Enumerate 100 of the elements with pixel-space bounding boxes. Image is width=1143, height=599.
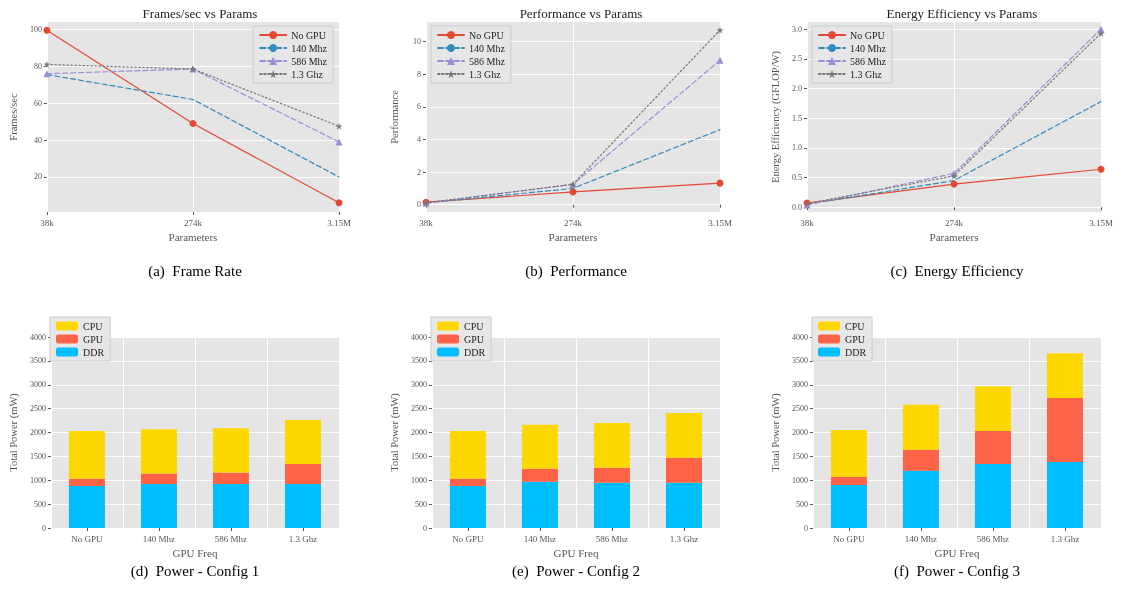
y-tick-label: 20 — [33, 172, 42, 182]
y-tick-label: 40 — [33, 135, 42, 145]
text: (a) Frame Rate — [148, 262, 243, 280]
legend-label: GPU — [464, 333, 485, 345]
x-tick-label: 586 Mhz — [976, 533, 1010, 544]
y-tick-label: 0 — [417, 200, 421, 210]
y-tick-label: 8 — [417, 69, 421, 79]
text: (c) Energy Efficiency — [890, 262, 1025, 280]
x-tick-label: No GPU — [452, 533, 485, 544]
legend-label: GPU — [83, 333, 104, 345]
x-axis-title: Parameters — [168, 231, 218, 244]
x-tick-label: 586 Mhz — [595, 533, 629, 544]
x-tick-label: 274k — [945, 217, 964, 228]
x-tick-label: No GPU — [71, 533, 104, 544]
x-tick-label: 274k — [183, 217, 203, 228]
y-tick-label: 100 — [29, 24, 42, 34]
x-tick-label: 38k — [419, 217, 434, 228]
legend-label: 140 Mhz — [850, 42, 887, 54]
y-tick-label: 0.0 — [792, 202, 802, 212]
y-tick-label: 4000 — [410, 332, 427, 342]
y-tick-label: 2500 — [29, 404, 46, 414]
y-tick-label: 3500 — [29, 356, 46, 366]
y-tick-label: 2000 — [410, 428, 427, 437]
legend-label: DDR — [464, 346, 486, 358]
x-axis-title: Parameters — [548, 231, 598, 244]
chart-title: Frames/sec vs Params — [142, 6, 258, 21]
y-axis-title: Total Power (mW) — [389, 392, 401, 472]
legend-label: 140 Mhz — [469, 42, 506, 54]
legend-label: 1.3 Ghz — [850, 68, 883, 80]
y-tick-label: 1000 — [29, 475, 46, 485]
legend-label: DDR — [83, 346, 105, 358]
y-tick-label: 500 — [414, 499, 427, 509]
legend-label: 1.3 Ghz — [291, 68, 324, 80]
x-axis-title: GPU Freq — [934, 547, 980, 560]
legend-label: No GPU — [291, 29, 327, 41]
y-tick-label: 0 — [803, 523, 808, 533]
y-tick-label: 1000 — [791, 475, 808, 485]
y-tick-label: 0.5 — [792, 173, 802, 183]
y-tick-label: 3000 — [410, 380, 427, 390]
y-tick-label: 10 — [413, 37, 421, 47]
x-axis-title: GPU Freq — [553, 547, 599, 560]
chart-title: Performance vs Params — [519, 6, 643, 21]
legend-label: No GPU — [469, 29, 505, 41]
y-tick-label: 3000 — [29, 380, 46, 390]
y-tick-label: 80 — [33, 61, 42, 71]
x-tick-label: 140 Mhz — [142, 533, 176, 544]
x-tick-label: 586 Mhz — [214, 533, 248, 544]
y-tick-label: 1500 — [29, 451, 46, 461]
y-tick-label: 500 — [795, 499, 808, 509]
text: (d) Power - Config 1 — [130, 562, 260, 580]
legend-label: 586 Mhz — [850, 55, 887, 67]
y-tick-label: 500 — [33, 499, 46, 509]
x-tick-label: No GPU — [833, 533, 866, 544]
x-tick-label: 140 Mhz — [904, 533, 938, 544]
legend-label: No GPU — [850, 29, 886, 41]
y-tick-label: 2500 — [410, 404, 427, 414]
y-tick-label: 2500 — [791, 404, 808, 414]
legend-label: 586 Mhz — [291, 55, 328, 67]
legend-label: CPU — [845, 320, 866, 332]
x-axis-title: GPU Freq — [172, 547, 218, 560]
y-tick-label: 3000 — [791, 380, 808, 390]
legend-label: 1.3 Ghz — [469, 68, 502, 80]
text: (b) Performance — [525, 262, 628, 280]
y-tick-label: 2.5 — [792, 54, 802, 64]
x-tick-label: 3.15M — [1089, 217, 1113, 228]
x-tick-label: 1.3 Ghz — [288, 533, 318, 544]
x-axis-title: Parameters — [929, 231, 979, 244]
y-tick-label: 6 — [417, 102, 421, 112]
x-tick-label: 1.3 Ghz — [1050, 533, 1080, 544]
y-tick-label: 1500 — [791, 451, 808, 461]
y-tick-label: 2000 — [29, 428, 46, 437]
y-axis-title: Performance — [389, 89, 400, 144]
y-axis-title: Total Power (mW) — [770, 392, 782, 472]
y-tick-label: 1000 — [410, 475, 427, 485]
y-tick-label: 2.0 — [792, 84, 802, 93]
legend-label: DDR — [845, 346, 867, 358]
y-tick-label: 4 — [417, 134, 421, 144]
y-tick-label: 2000 — [791, 428, 808, 437]
y-tick-label: 3.0 — [792, 24, 802, 34]
x-tick-label: 3.15M — [327, 217, 351, 228]
legend-label: CPU — [464, 320, 485, 332]
legend-label: GPU — [845, 333, 866, 345]
x-tick-label: 1.3 Ghz — [669, 533, 699, 544]
y-tick-label: 2 — [417, 167, 421, 177]
y-tick-label: 4000 — [791, 332, 808, 342]
x-tick-label: 140 Mhz — [523, 533, 557, 544]
y-axis-title: Total Power (mW) — [8, 392, 20, 472]
x-tick-label: 38k — [800, 217, 815, 228]
x-tick-label: 38k — [40, 217, 55, 228]
y-tick-label: 1.5 — [792, 113, 802, 123]
legend-label: CPU — [83, 320, 104, 332]
y-tick-label: 3500 — [410, 356, 427, 366]
y-tick-label: 1500 — [410, 451, 427, 461]
y-tick-label: 0 — [422, 523, 427, 533]
y-tick-label: 3500 — [791, 356, 808, 366]
legend-label: 586 Mhz — [469, 55, 506, 67]
y-tick-label: 4000 — [29, 332, 46, 342]
y-tick-label: 0 — [41, 523, 46, 533]
y-tick-label: 1.0 — [792, 143, 802, 153]
x-tick-label: 3.15M — [708, 217, 732, 228]
